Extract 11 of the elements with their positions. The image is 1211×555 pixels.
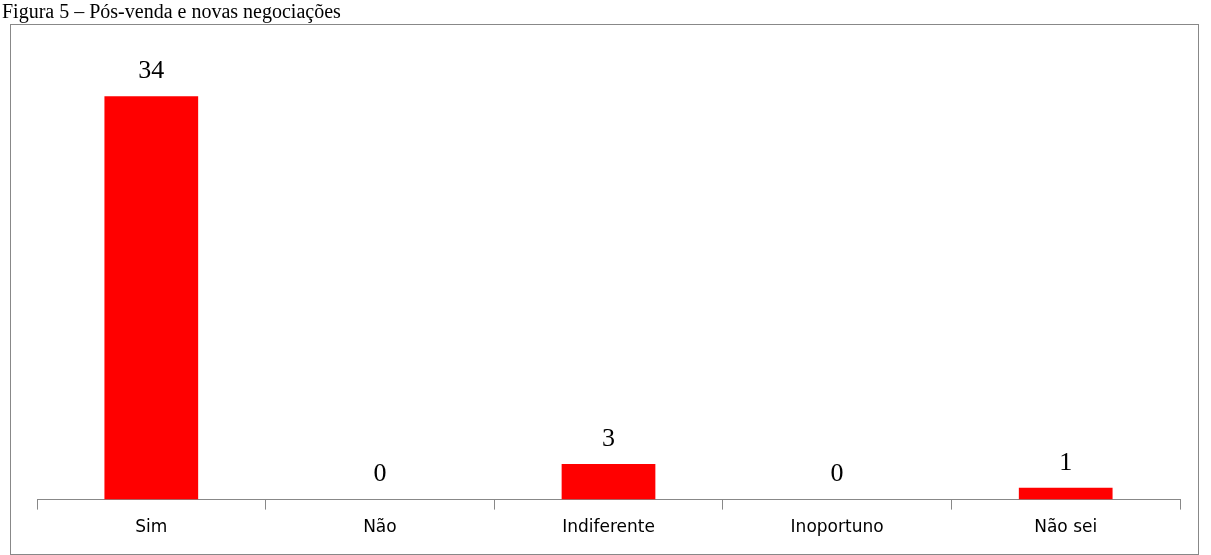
x-tick-label: Não — [363, 516, 397, 537]
data-label: 1 — [1059, 446, 1073, 476]
data-label: 34 — [138, 55, 165, 85]
data-label: 0 — [830, 458, 844, 488]
data-label: 0 — [373, 458, 387, 488]
x-tick-label: Inoportuno — [790, 516, 884, 537]
chart-title: Figura 5 – Pós-venda e novas negociações — [1, 0, 342, 22]
x-tick-label: Indiferente — [562, 516, 655, 537]
x-tick-label: Sim — [135, 516, 168, 537]
x-tick-label: Não sei — [1034, 516, 1098, 537]
data-label: 3 — [602, 422, 615, 452]
